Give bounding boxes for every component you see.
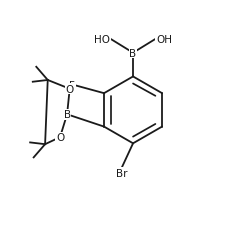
Text: B: B [64,110,71,120]
Text: O: O [56,133,64,142]
Text: Br: Br [116,168,127,178]
Text: O: O [66,85,74,94]
Text: OH: OH [156,35,172,44]
Text: F: F [69,81,75,91]
Text: B: B [129,49,137,58]
Text: HO: HO [94,35,110,44]
